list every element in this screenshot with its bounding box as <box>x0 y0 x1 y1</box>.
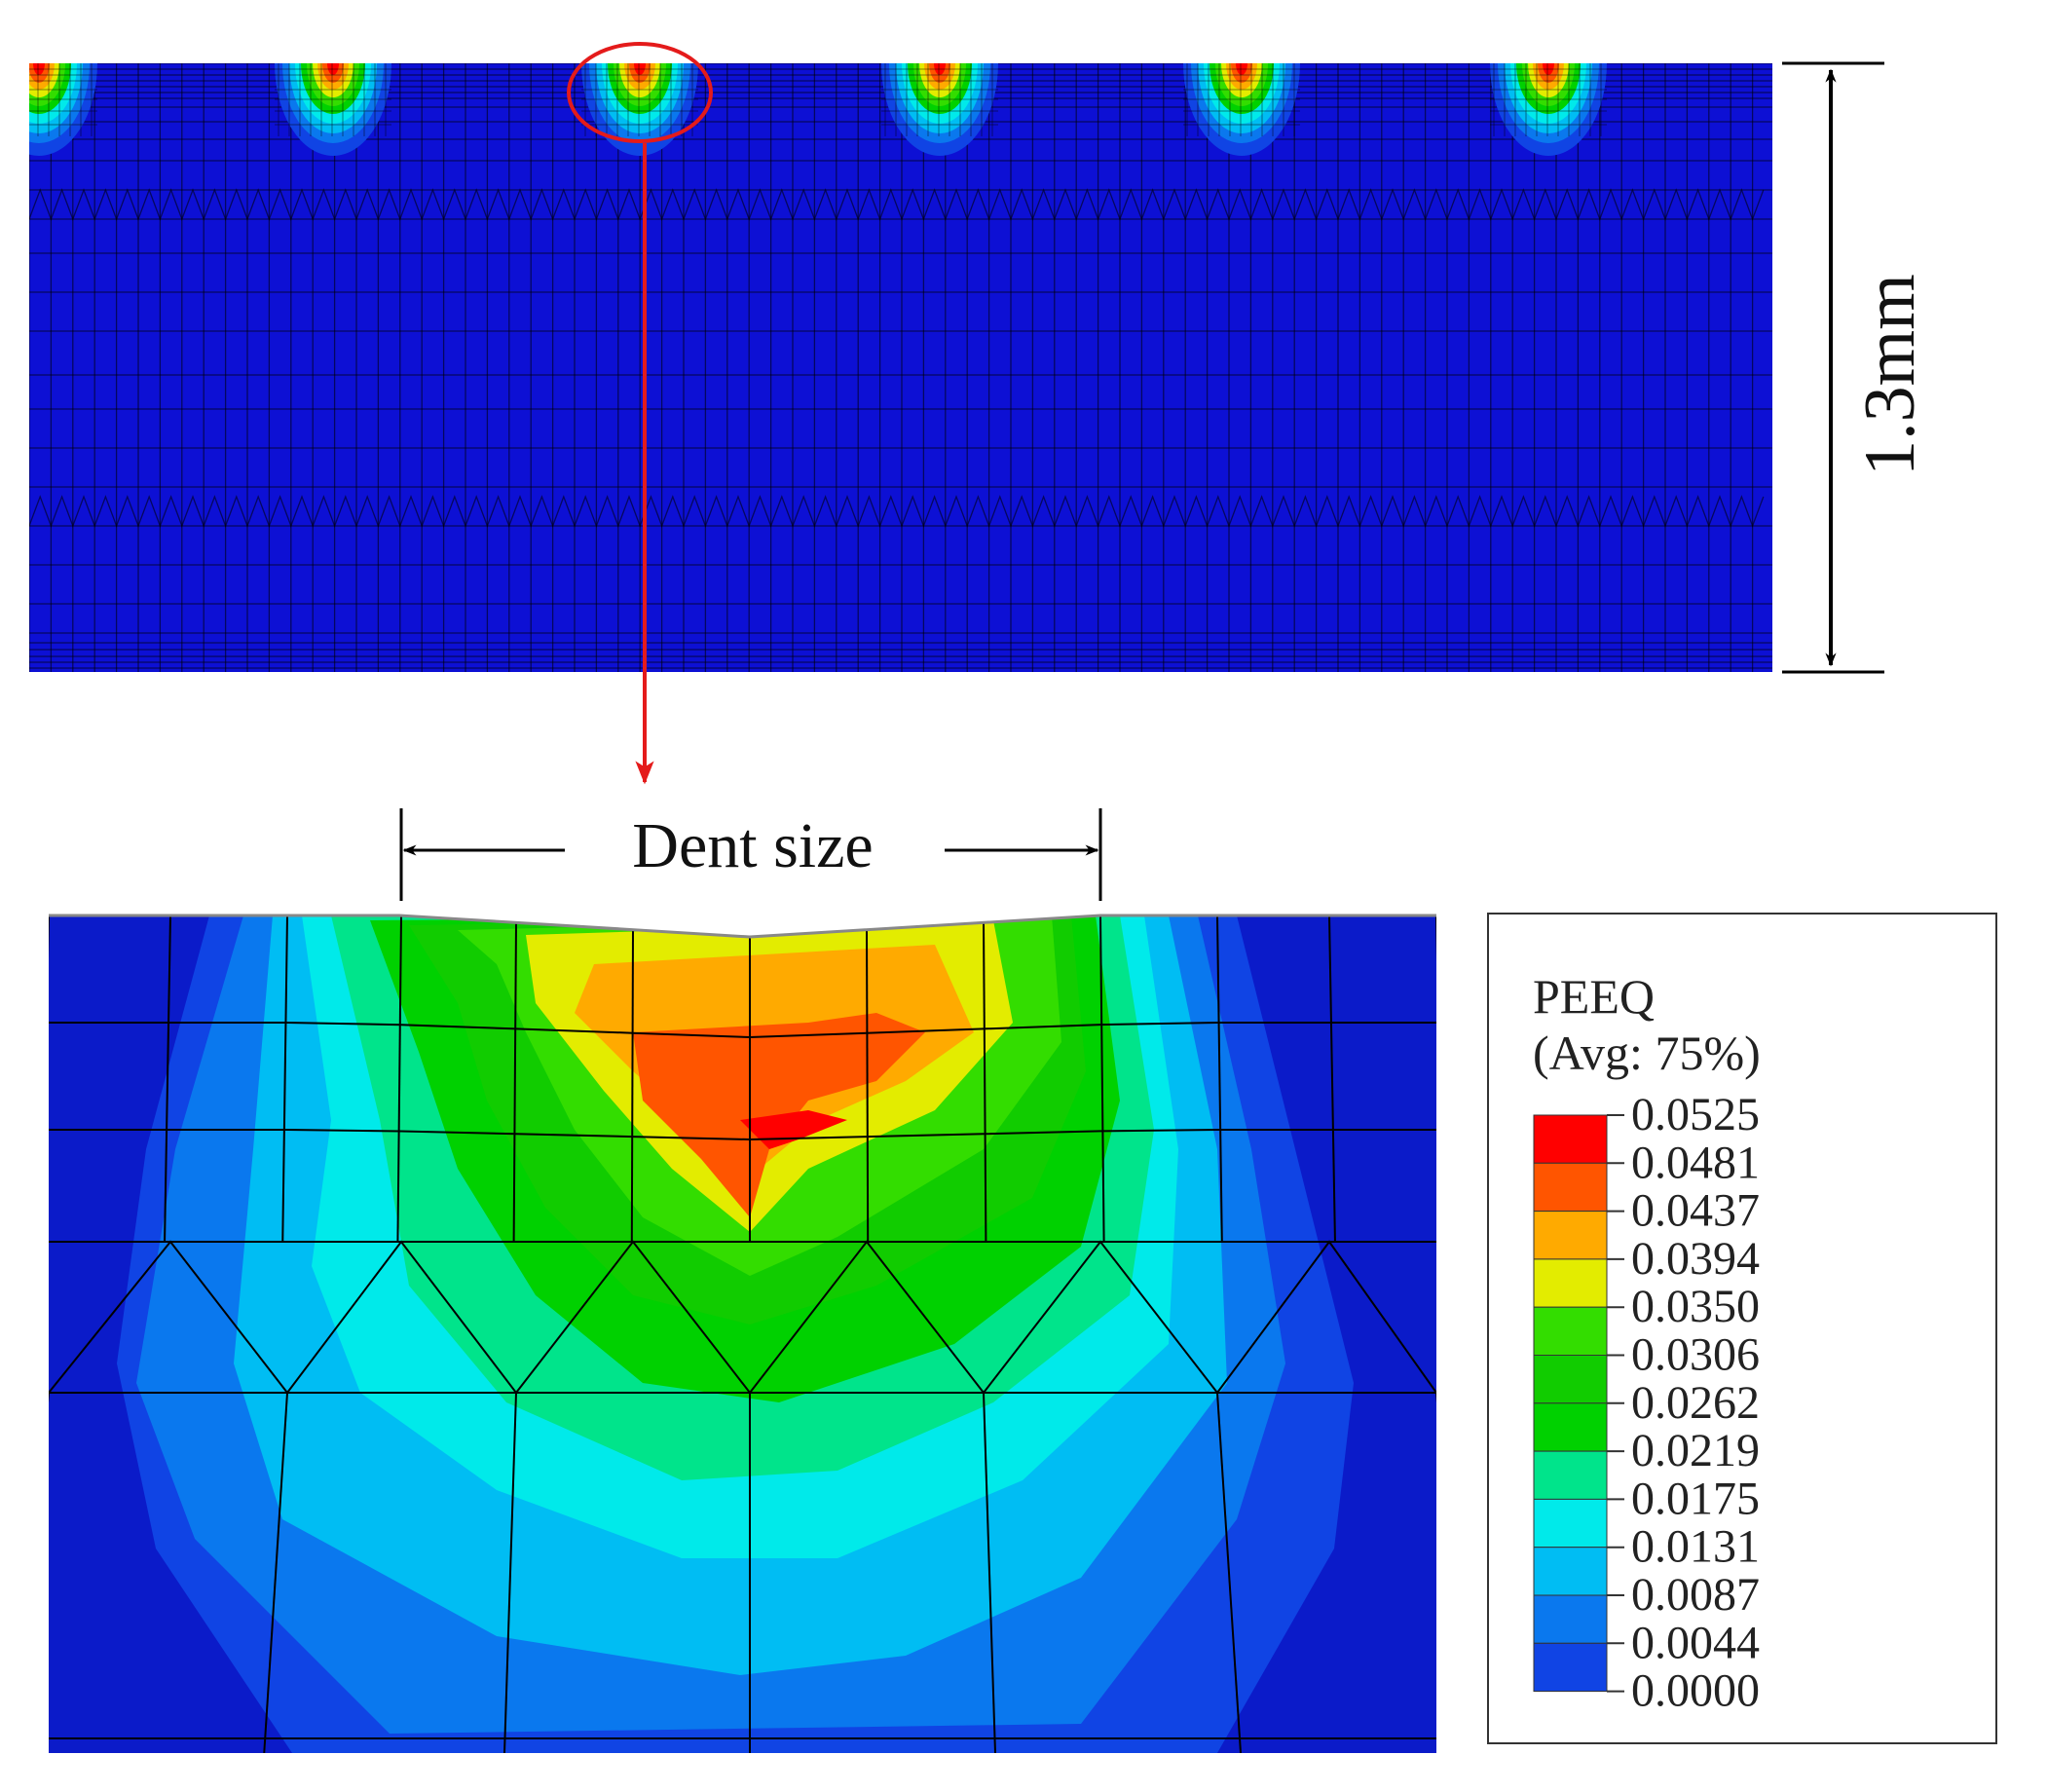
legend-value: 0.0394 <box>1631 1233 1760 1285</box>
dent-contour <box>1543 63 1554 75</box>
zoom-mesh-column <box>1435 915 1436 1243</box>
dent-contour <box>634 63 646 75</box>
dent-contour <box>934 63 946 75</box>
legend-swatch <box>1533 1114 1608 1164</box>
legend-swatch <box>1533 1450 1608 1500</box>
contour-bands <box>117 915 1354 1753</box>
legend-value: 0.0131 <box>1631 1521 1760 1573</box>
legend-swatch <box>1533 1162 1608 1213</box>
legend-variable: PEEQ <box>1533 969 1655 1024</box>
dimension-label: 1.3mm <box>1850 274 1930 476</box>
zoom-mesh-column <box>49 915 50 1243</box>
zoom-mesh-column <box>983 922 987 1243</box>
zoom-mesh-column <box>1435 1392 1436 1753</box>
zoom-callout <box>567 42 713 785</box>
zoom-mesh-column <box>866 929 870 1243</box>
zoom-mesh-row <box>49 1022 1436 1039</box>
zoom-mesh-column <box>1216 915 1223 1243</box>
dent-surface-outline <box>49 914 1436 939</box>
zoom-mesh-column <box>1216 1392 1242 1753</box>
zoom-mesh-column <box>512 922 517 1243</box>
legend-value: 0.0306 <box>1631 1329 1760 1381</box>
dent-contour <box>33 63 45 75</box>
legend-swatch <box>1533 1594 1608 1644</box>
dent-size-label: Dent size <box>632 810 873 881</box>
legend-swatch <box>1533 1211 1608 1260</box>
zoom-mesh-column <box>396 915 402 1243</box>
legend-swatch <box>1533 1306 1608 1356</box>
model-body <box>29 63 1772 672</box>
legend-value: 0.0000 <box>1631 1665 1760 1717</box>
zoom-mesh-column <box>1328 915 1336 1243</box>
zoomed-dent-panel <box>49 915 1436 1753</box>
legend-value: 0.0044 <box>1631 1617 1760 1668</box>
legend-value: 0.0087 <box>1631 1569 1760 1621</box>
legend-swatch <box>1533 1402 1608 1452</box>
zoom-mesh <box>49 915 1436 1753</box>
dent-contour <box>1236 63 1247 75</box>
legend-swatch <box>1533 1258 1608 1308</box>
zoom-mesh-column <box>281 915 288 1243</box>
zoom-mesh-column <box>503 1392 517 1753</box>
legend-value: 0.0437 <box>1631 1185 1760 1237</box>
zoom-mesh-column <box>164 915 171 1243</box>
height-dimension: 1.3mm <box>1782 61 1930 674</box>
legend-value: 0.0525 <box>1631 1089 1760 1140</box>
legend-value: 0.0262 <box>1631 1377 1760 1429</box>
zoom-mesh-column <box>1099 915 1105 1243</box>
full-model-panel <box>29 63 1772 672</box>
mesh-transition-zigzag <box>29 495 1765 528</box>
legend-value: 0.0481 <box>1631 1137 1760 1188</box>
legend-labels: 0.05250.04810.04370.03940.03500.03060.02… <box>1607 1089 1760 1717</box>
legend-value: 0.0350 <box>1631 1281 1760 1332</box>
legend-swatch <box>1533 1547 1608 1596</box>
legend-swatches <box>1533 1114 1608 1693</box>
legend-value: 0.0175 <box>1631 1473 1760 1524</box>
dent-hotspots <box>29 63 1607 156</box>
dent-size-annotation: Dent size <box>399 808 1102 901</box>
zoom-mesh-column <box>630 929 634 1243</box>
zoom-mesh-column <box>49 1392 50 1753</box>
legend-swatch <box>1533 1642 1608 1693</box>
zoom-mesh-row <box>49 1129 1436 1141</box>
legend-value: 0.0219 <box>1631 1425 1760 1476</box>
legend-averaging: (Avg: 75%) <box>1533 1026 1761 1080</box>
legend-swatch <box>1533 1355 1608 1404</box>
zoom-mesh-column <box>263 1392 288 1753</box>
dent-contour <box>327 63 339 75</box>
zoom-mesh-column <box>983 1392 996 1753</box>
callout-circle <box>567 42 713 143</box>
peeq-legend: PEEQ (Avg: 75%) 0.05250.04810.04370.0394… <box>1487 913 1997 1744</box>
mesh-transition-zigzag <box>29 188 1765 221</box>
legend-swatch <box>1533 1498 1608 1549</box>
